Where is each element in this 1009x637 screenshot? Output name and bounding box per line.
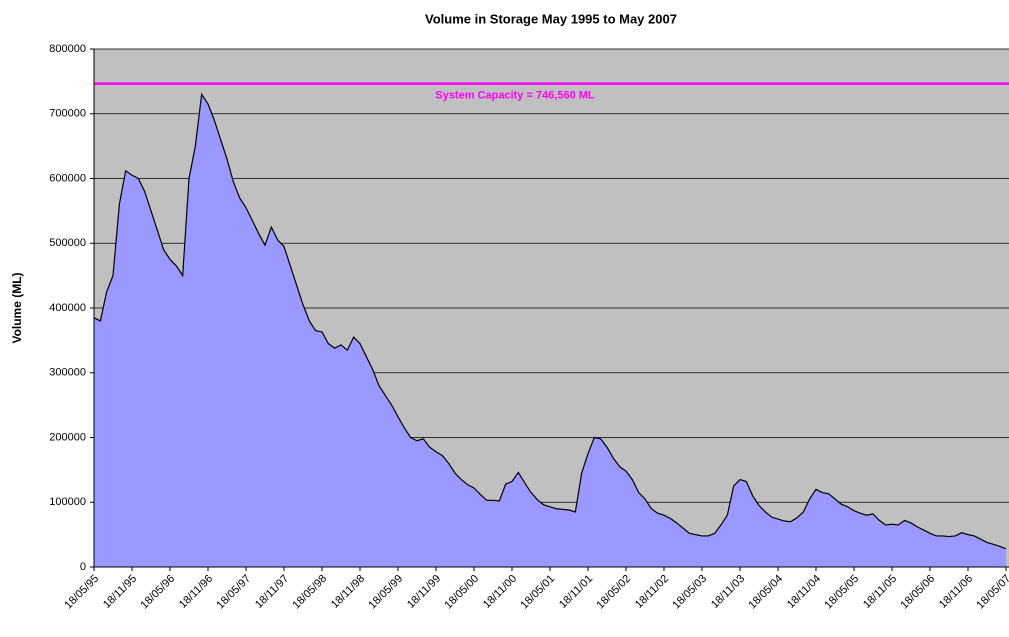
y-tick-label: 100000 [49, 496, 86, 508]
x-tick-label: 18/11/98 [329, 573, 367, 611]
y-tick-label: 700000 [49, 108, 86, 120]
x-tick-label: 18/05/98 [290, 573, 329, 612]
area-fill [94, 94, 1006, 567]
y-tick-label: 600000 [49, 172, 86, 184]
x-tick-label: 18/05/04 [746, 573, 785, 612]
y-tick-label: 300000 [49, 367, 86, 379]
x-tick-label: 18/05/03 [670, 573, 709, 612]
x-tick-label: 18/11/99 [405, 573, 443, 611]
x-tick-label: 18/05/97 [214, 573, 253, 612]
x-tick-label: 18/05/95 [62, 573, 101, 612]
x-tick-label: 18/11/01 [557, 573, 595, 611]
x-tick-label: 18/05/99 [366, 573, 405, 612]
area-line [93, 92, 1007, 550]
x-tick-label: 18/05/07 [974, 573, 1009, 612]
y-axis-title: Volume (ML) [10, 272, 24, 343]
y-tick-label: 800000 [49, 43, 86, 55]
x-tick-label: 18/05/01 [518, 573, 557, 612]
x-tick-label: 18/11/96 [177, 573, 215, 611]
x-tick-label: 18/11/04 [785, 573, 823, 611]
capacity-label: System Capacity = 746,560 ML [435, 90, 595, 102]
y-tick-label: 200000 [49, 431, 86, 443]
x-tick-label: 18/11/03 [709, 573, 747, 611]
x-tick-label: 18/05/00 [442, 573, 481, 612]
y-tick-label: 500000 [49, 237, 86, 249]
x-tick-label: 18/11/05 [861, 573, 899, 611]
x-tick-label: 18/05/06 [898, 573, 937, 612]
x-tick-label: 18/11/00 [481, 573, 519, 611]
x-tick-label: 18/05/02 [594, 573, 633, 612]
x-tick-label: 18/05/96 [138, 573, 177, 612]
y-tick-label: 0 [80, 561, 86, 573]
x-tick-label: 18/11/06 [937, 573, 975, 611]
x-tick-label: 18/11/97 [253, 573, 291, 611]
x-tick-label: 18/05/05 [822, 573, 861, 612]
x-tick-label: 18/11/02 [633, 573, 671, 611]
y-tick-label: 400000 [49, 302, 86, 314]
chart-title: Volume in Storage May 1995 to May 2007 [425, 11, 677, 26]
x-tick-label: 18/11/95 [101, 573, 139, 611]
